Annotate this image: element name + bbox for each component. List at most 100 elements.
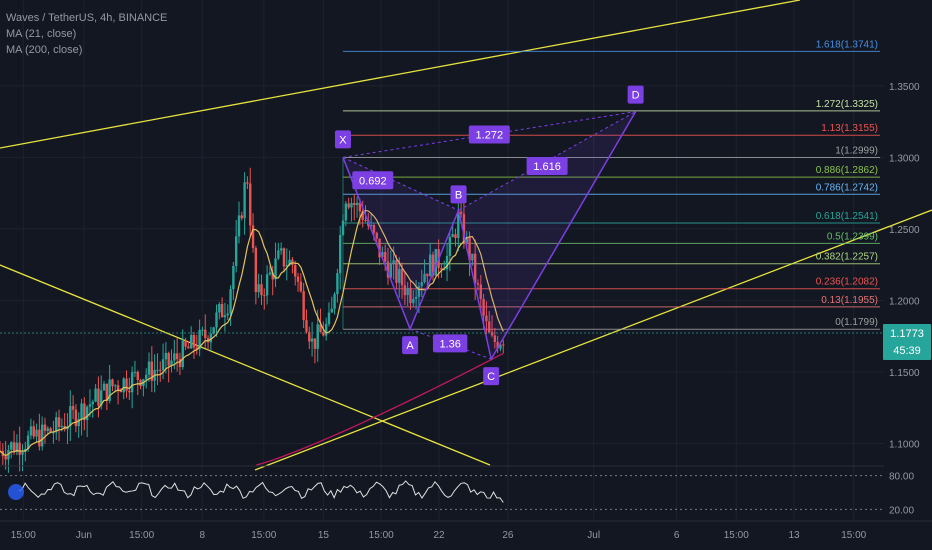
candle-body bbox=[454, 234, 457, 238]
ma-short-legend[interactable]: MA (21, close) bbox=[6, 28, 77, 40]
candle-body bbox=[330, 308, 333, 313]
time-tick-label: Jul bbox=[587, 530, 600, 541]
candle-body bbox=[198, 329, 201, 350]
candle-body bbox=[322, 332, 325, 336]
candle-body bbox=[471, 253, 474, 261]
fib-levels: 1.618(1.3741) 1.272(1.3325) 1.13(1.3155) 1(… bbox=[342, 39, 880, 330]
candle-body bbox=[240, 215, 243, 219]
candle-body bbox=[69, 406, 72, 427]
candle-body bbox=[234, 236, 238, 266]
candle-body bbox=[263, 295, 266, 297]
candle-body bbox=[428, 254, 432, 277]
candle-body bbox=[260, 284, 263, 296]
moving-averages bbox=[0, 209, 504, 466]
candle-body bbox=[10, 442, 13, 450]
time-tick-label: 15:00 bbox=[724, 530, 749, 541]
candle-body bbox=[43, 424, 47, 431]
candle-body bbox=[313, 338, 317, 349]
fib-label: 0.5(1.2399) bbox=[827, 231, 878, 242]
candle-body bbox=[111, 379, 114, 387]
candle-body bbox=[57, 417, 61, 427]
time-tick-label: 8 bbox=[199, 530, 205, 541]
candle-body bbox=[336, 273, 339, 295]
pattern-point-tag bbox=[627, 85, 644, 104]
price-tick-label: 1.3000 bbox=[889, 153, 920, 164]
pattern-point-label: D bbox=[632, 90, 640, 102]
candle-body bbox=[299, 281, 303, 292]
candle-body bbox=[341, 220, 345, 235]
fib-label: 1.272(1.3325) bbox=[816, 99, 878, 110]
candle-body bbox=[372, 225, 376, 233]
ma-short-line bbox=[0, 209, 504, 457]
pattern-ratio-line bbox=[458, 111, 636, 211]
candle-body bbox=[175, 353, 179, 360]
candle-body bbox=[232, 265, 235, 290]
candle-body bbox=[265, 274, 269, 296]
time-tick-label: 15:00 bbox=[841, 530, 866, 541]
fib-label: 1(1.2999) bbox=[835, 146, 878, 157]
bar-countdown: 45:39 bbox=[893, 345, 921, 357]
candle-body bbox=[94, 388, 97, 402]
candle-body bbox=[71, 406, 75, 410]
candle-body bbox=[344, 203, 348, 221]
pattern-point-tag bbox=[402, 336, 419, 355]
candle-body bbox=[409, 287, 412, 304]
candle-body bbox=[473, 253, 477, 284]
ma-long-legend[interactable]: MA (200, close) bbox=[6, 44, 83, 56]
candle-body bbox=[229, 289, 232, 314]
candle-body bbox=[178, 359, 182, 368]
time-tick-label: 22 bbox=[433, 530, 445, 541]
candle-body bbox=[218, 304, 221, 313]
candle-body bbox=[18, 442, 21, 455]
trendlines bbox=[0, 0, 932, 471]
descending-trendline bbox=[0, 264, 491, 466]
time-tick-label: 26 bbox=[502, 530, 514, 541]
candle-body bbox=[212, 327, 215, 334]
time-axis[interactable]: 15:00 Jun 15:00 8 15:00 15 15:00 22 26 Jul 6 15:00 1… bbox=[0, 520, 932, 541]
ratio-tag bbox=[526, 156, 568, 175]
candle-body bbox=[305, 320, 308, 332]
fib-label: 1.618(1.3741) bbox=[816, 39, 878, 50]
candle-body bbox=[482, 298, 485, 316]
rsi-line bbox=[18, 480, 504, 503]
price-tick-label: 1.2500 bbox=[889, 225, 920, 236]
candle-body bbox=[420, 282, 423, 287]
time-tick-label: 15:00 bbox=[369, 530, 394, 541]
candle-body bbox=[308, 331, 311, 342]
candle-body bbox=[133, 371, 137, 373]
candle-body bbox=[443, 269, 446, 271]
candle-body bbox=[386, 261, 390, 278]
candle-body bbox=[302, 291, 305, 321]
candle-body bbox=[310, 338, 314, 342]
candle-body bbox=[184, 340, 187, 347]
fib-label: 0.13(1.1955) bbox=[821, 295, 878, 306]
upper-channel-line bbox=[0, 0, 801, 149]
candle-body bbox=[389, 263, 393, 278]
candle-body bbox=[251, 225, 255, 249]
candle-body bbox=[139, 379, 142, 387]
candle-body bbox=[457, 211, 460, 238]
candle-body bbox=[97, 388, 100, 406]
ratio-tag bbox=[468, 125, 510, 144]
candle-body bbox=[145, 374, 148, 380]
symbol-title[interactable]: Waves / TetherUS, 4h, BINANCE bbox=[6, 12, 168, 24]
candle-body bbox=[383, 252, 387, 262]
fib-label: 0(1.1799) bbox=[835, 317, 878, 328]
candle-body bbox=[406, 287, 409, 296]
candle-body bbox=[364, 220, 367, 222]
candle-body bbox=[108, 379, 111, 401]
candle-body bbox=[369, 225, 373, 227]
candle-body bbox=[249, 183, 252, 226]
indicator-logo-icon bbox=[8, 484, 24, 500]
price-axis[interactable]: 1.3500 1.3000 1.2500 1.2000 1.1500 1.1000 bbox=[889, 82, 920, 451]
fib-label: 0.382(1.2257) bbox=[816, 252, 878, 263]
candle-body bbox=[189, 335, 193, 349]
candle-body bbox=[156, 369, 159, 371]
candle-body bbox=[223, 315, 227, 318]
candle-body bbox=[91, 401, 94, 405]
candle-body bbox=[167, 352, 170, 366]
candle-body bbox=[398, 268, 401, 283]
candle-body bbox=[395, 260, 398, 283]
candle-body bbox=[499, 344, 502, 349]
